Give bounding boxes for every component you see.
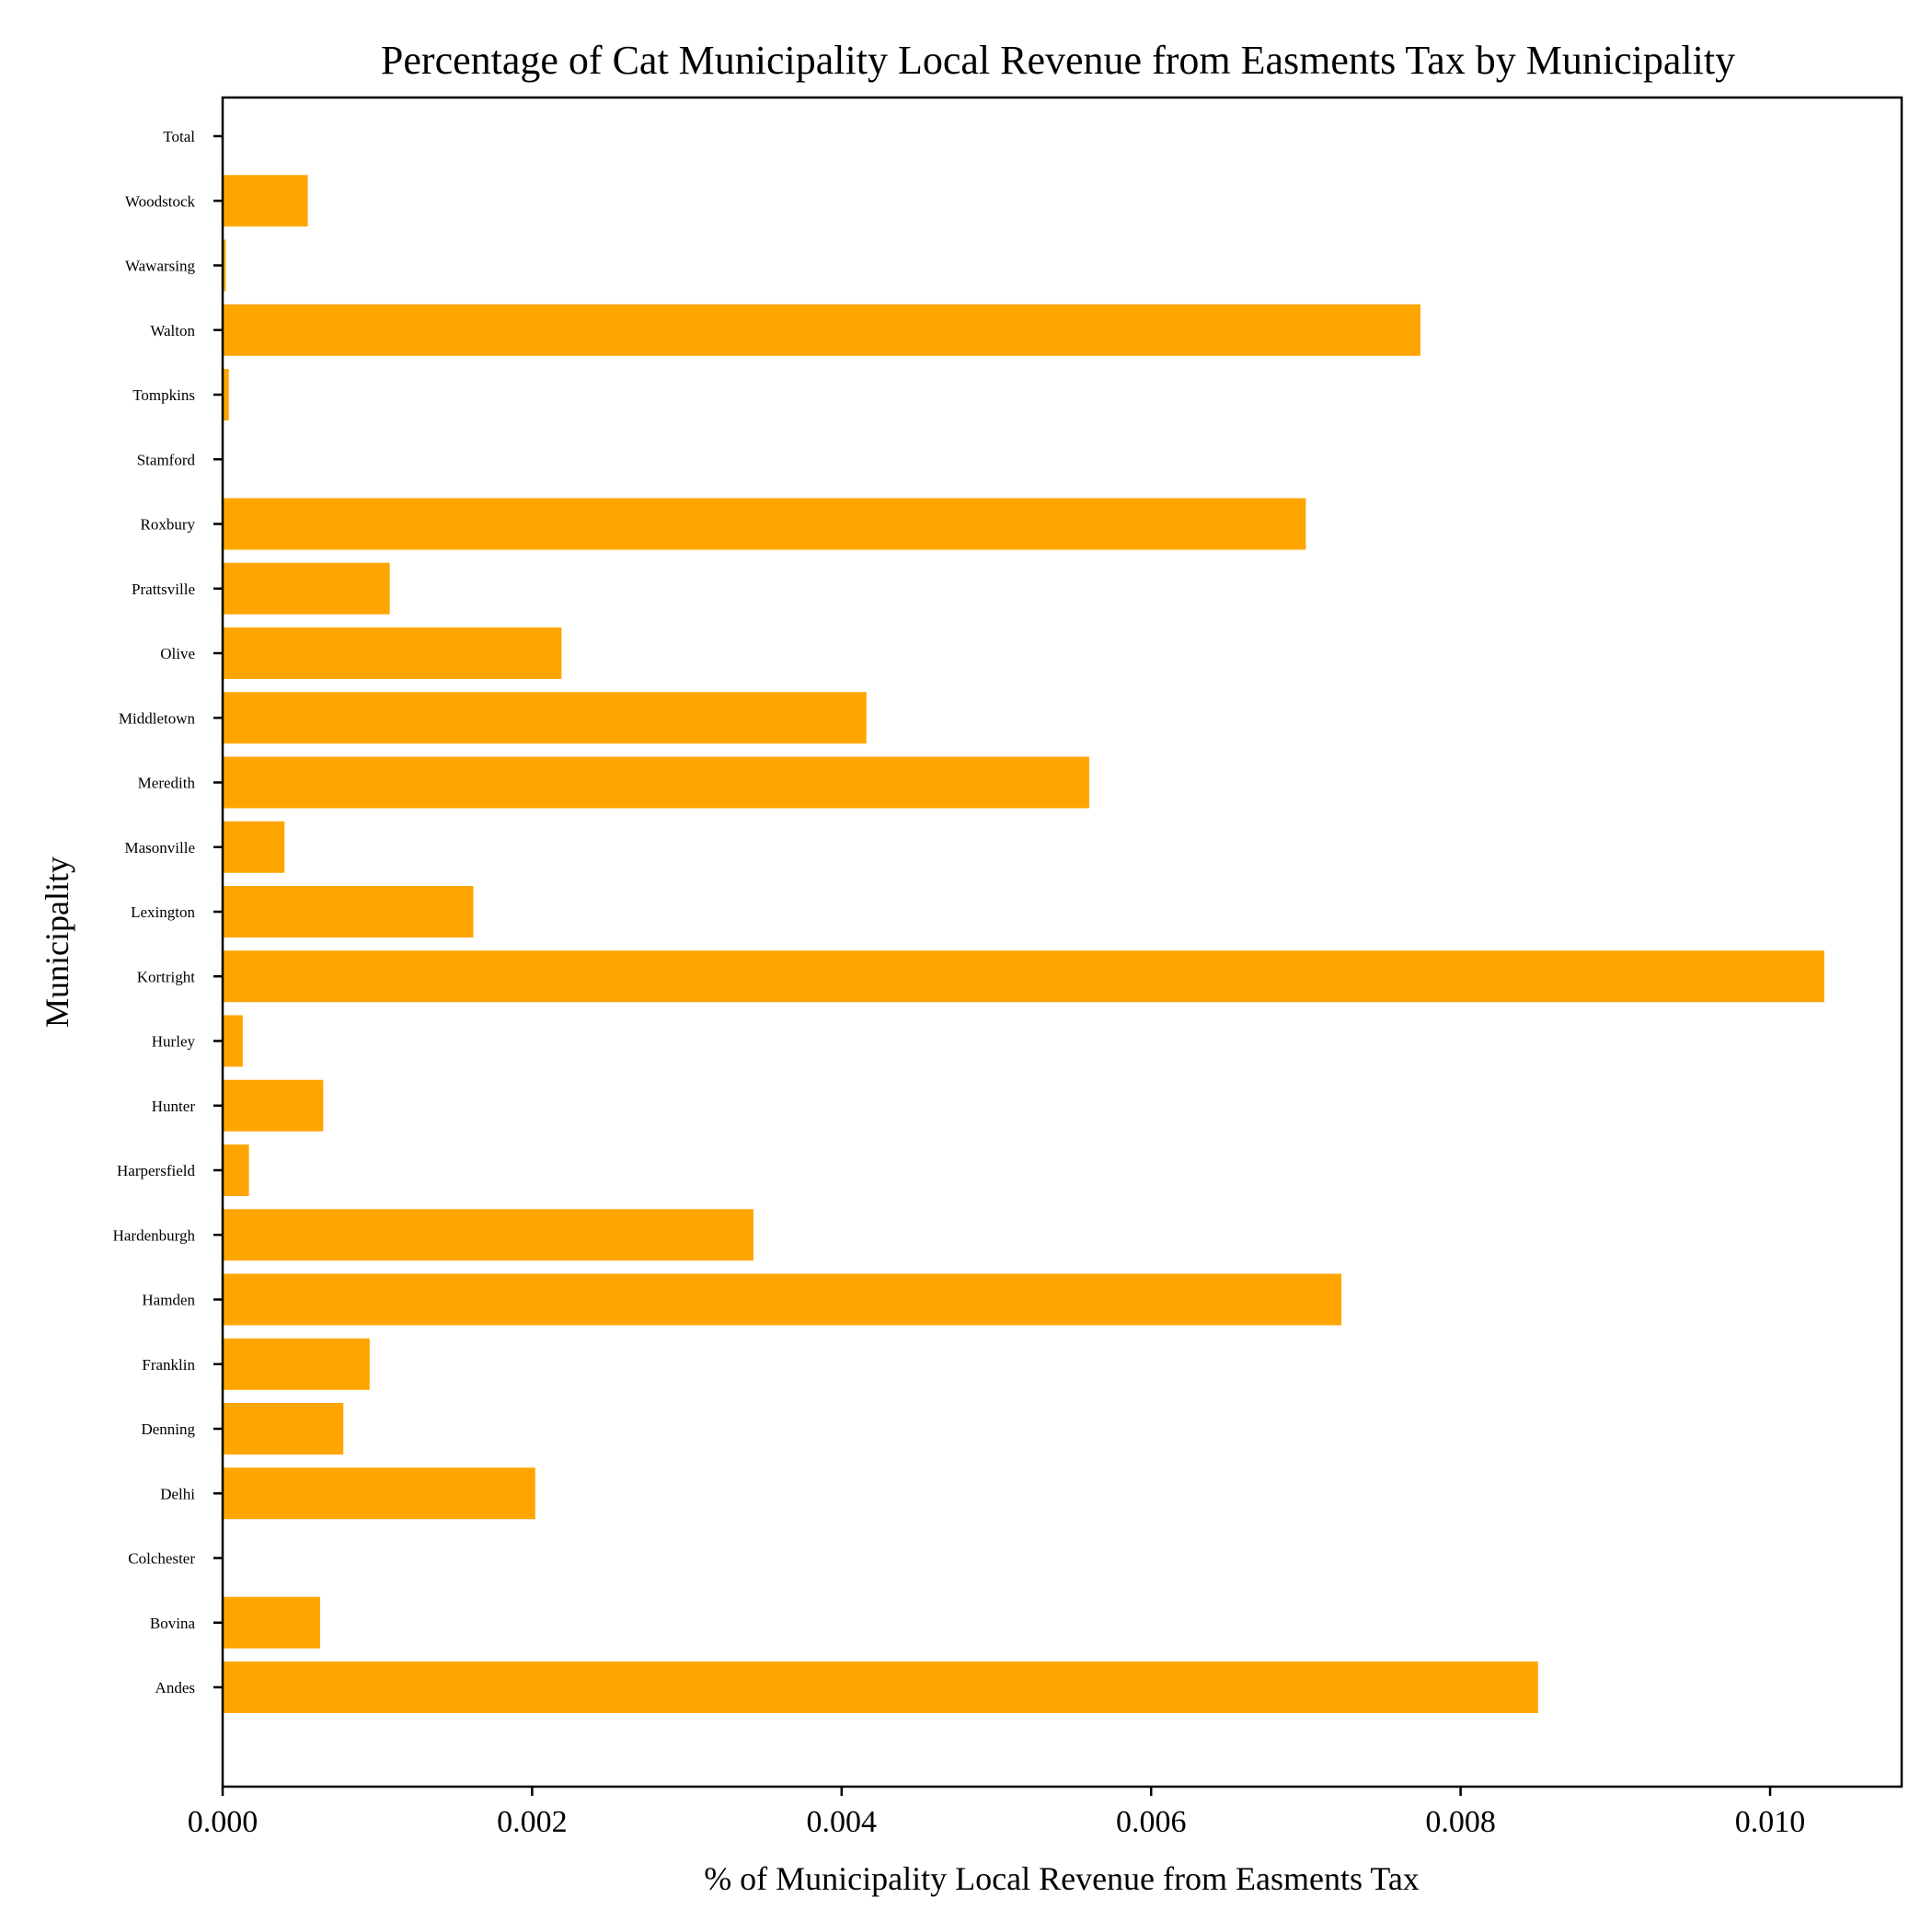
bar-roxbury: [223, 498, 1306, 550]
bar-franklin: [223, 1338, 370, 1390]
chart-title: Percentage of Cat Municipality Local Rev…: [381, 38, 1735, 83]
y-tick-label-stamford: Stamford: [137, 451, 196, 468]
bar-walton: [223, 304, 1420, 356]
y-tick-label-hurley: Hurley: [152, 1033, 196, 1051]
y-tick-label-walton: Walton: [150, 322, 195, 339]
bar-masonville: [223, 821, 285, 873]
y-tick-label-prattsville: Prattsville: [132, 581, 195, 598]
bar-harpersfield: [223, 1144, 249, 1196]
x-tick-label-0: 0.000: [188, 1805, 259, 1839]
bar-denning: [223, 1403, 344, 1455]
bar-middletown: [223, 692, 867, 744]
bar-tompkins: [223, 369, 229, 420]
bars-group: [223, 175, 1824, 1713]
x-tick-label-2: 0.004: [807, 1805, 878, 1839]
x-tick-label-5: 0.010: [1735, 1805, 1806, 1839]
y-tick-label-kortright: Kortright: [137, 968, 196, 985]
y-tick-label-lexington: Lexington: [131, 903, 195, 921]
bar-hardenburgh: [223, 1209, 753, 1261]
bar-andes: [223, 1662, 1538, 1713]
x-tick-label-3: 0.006: [1116, 1805, 1187, 1839]
y-tick-label-hamden: Hamden: [142, 1292, 195, 1309]
bar-delhi: [223, 1467, 535, 1520]
y-tick-label-masonville: Masonville: [125, 839, 196, 857]
bar-wawarsing: [223, 239, 226, 292]
y-tick-label-colchester: Colchester: [128, 1550, 195, 1568]
plot-area-frame: [221, 96, 1903, 1788]
y-tick-label-woodstock: Woodstock: [125, 192, 196, 210]
y-tick-label-total: Total: [163, 128, 195, 145]
bar-prattsville: [223, 562, 390, 615]
x-axis-label: % of Municipality Local Revenue from Eas…: [704, 1860, 1420, 1897]
bar-lexington: [223, 886, 474, 937]
y-tick-label-middletown: Middletown: [119, 709, 196, 727]
y-tick-label-bovina: Bovina: [150, 1615, 196, 1632]
bar-kortright: [223, 950, 1824, 1003]
bar-hurley: [223, 1015, 243, 1067]
y-tick-label-denning: Denning: [141, 1420, 195, 1438]
bar-hamden: [223, 1273, 1342, 1326]
y-tick-label-tompkins: Tompkins: [132, 386, 195, 404]
y-tick-label-franklin: Franklin: [142, 1356, 195, 1374]
y-tick-label-meredith: Meredith: [138, 775, 196, 792]
y-tick-label-olive: Olive: [160, 645, 195, 662]
bar-olive: [223, 627, 562, 679]
x-tick-label-1: 0.002: [497, 1805, 568, 1839]
y-axis-label: Municipality: [39, 857, 75, 1028]
bar-bovina: [223, 1596, 320, 1649]
y-tick-label-andes: Andes: [155, 1679, 195, 1696]
bar-woodstock: [223, 175, 308, 227]
y-tick-label-wawarsing: Wawarsing: [125, 258, 196, 275]
y-tick-label-roxbury: Roxbury: [141, 516, 196, 534]
y-axis-ticks: Andes Bovina Colchester Delhi Denning Frankli…: [113, 128, 223, 1696]
bar-hunter: [223, 1079, 324, 1132]
bar-meredith: [223, 756, 1089, 809]
y-tick-label-harpersfield: Harpersfield: [117, 1162, 195, 1179]
x-axis-ticks: 0.000 0.002 0.004 0.006 0.008 0.010: [188, 1787, 1806, 1839]
x-tick-label-4: 0.008: [1425, 1805, 1496, 1839]
y-tick-label-hunter: Hunter: [152, 1098, 196, 1115]
y-tick-label-hardenburgh: Hardenburgh: [113, 1226, 196, 1244]
y-tick-label-delhi: Delhi: [160, 1485, 195, 1502]
